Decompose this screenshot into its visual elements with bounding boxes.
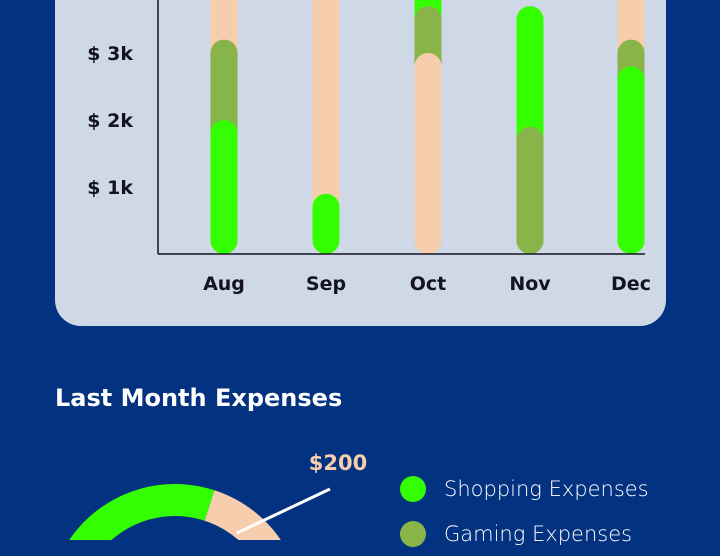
- donut-chart: $200: [69, 451, 367, 540]
- y-tick-1k: $ 1k: [87, 177, 133, 199]
- y-tick-3k: $ 3k: [87, 43, 133, 65]
- donut-slice-other: [204, 490, 281, 540]
- last-month-expenses-title: Last Month Expenses: [55, 384, 343, 412]
- legend-label-gaming: Gaming Expenses: [444, 521, 633, 546]
- bar-sep-other: [312, 0, 340, 254]
- x-tick-oct: Oct: [410, 273, 447, 295]
- legend-item-gaming: Gaming Expenses: [400, 511, 649, 556]
- donut-callout-label: $200: [309, 451, 367, 475]
- callout-line: [235, 487, 331, 535]
- legend-item-shopping: Shopping Expenses: [400, 466, 649, 511]
- legend-label-shopping: Shopping Expenses: [444, 476, 649, 501]
- donut-legend: Shopping Expenses Gaming Expenses: [400, 466, 649, 556]
- shopping-legend-dot: [400, 475, 426, 502]
- donut-slice-shopping: [69, 484, 215, 540]
- bar-dec-shopping-expenses: [617, 66, 645, 255]
- baseline-mask: [150, 255, 650, 271]
- bar-aug-shopping-expenses: [210, 120, 238, 254]
- bar-oct-other: [414, 53, 442, 254]
- x-tick-aug: Aug: [203, 273, 245, 295]
- bar-nov-gaming-expenses: [516, 126, 544, 254]
- bar-sep-shopping-expenses: [312, 193, 340, 254]
- y-tick-2k: $ 2k: [87, 110, 133, 132]
- bar-chart-card: [55, 0, 666, 326]
- x-tick-nov: Nov: [509, 273, 551, 295]
- x-tick-sep: Sep: [306, 273, 346, 295]
- gaming-legend-dot: [400, 520, 426, 547]
- x-tick-dec: Dec: [611, 273, 651, 295]
